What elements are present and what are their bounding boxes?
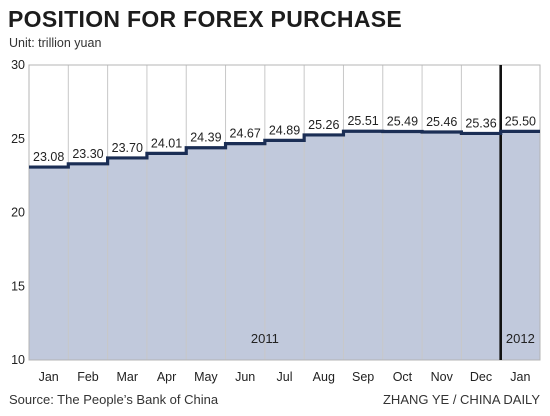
area-fill-layer <box>29 131 540 360</box>
year-label: 2012 <box>506 331 535 346</box>
series-step-line <box>29 129 540 169</box>
source-note: Source: The People’s Bank of China <box>9 392 219 407</box>
x-tick-label: Nov <box>431 370 454 384</box>
x-tick-label: Sep <box>352 370 374 384</box>
x-tick-label: Aug <box>313 370 335 384</box>
x-tick-label: Oct <box>393 370 413 384</box>
x-axis: Jan Feb Mar Apr May Jun Jul Aug Sep Oct Nov Dec Jan <box>39 370 531 384</box>
data-label: 23.70 <box>112 141 143 155</box>
x-tick-label: Jan <box>39 370 59 384</box>
credit-note: ZHANG YE / CHINA DAILY <box>382 392 540 407</box>
data-label: 24.01 <box>151 136 182 150</box>
year-label: 2011 <box>251 331 279 346</box>
y-tick-label: 10 <box>11 353 25 367</box>
chart-title: POSITION FOR FOREX PURCHASE <box>8 6 403 32</box>
x-tick-label: Dec <box>470 370 492 384</box>
data-label-layer: 23.08 23.30 23.70 24.01 24.39 24.67 24.89 25.26… <box>33 114 536 164</box>
data-label: 25.46 <box>426 115 457 129</box>
unit-label: Unit: trillion yuan <box>9 36 102 50</box>
x-tick-label: Jan <box>510 370 530 384</box>
x-tick-label: Mar <box>117 370 139 384</box>
y-axis: 10 15 20 25 30 <box>11 58 25 367</box>
y-tick-label: 30 <box>11 58 25 72</box>
x-tick-label: Jun <box>235 370 255 384</box>
y-tick-label: 25 <box>11 132 25 146</box>
data-label: 24.39 <box>190 131 221 145</box>
data-label: 23.08 <box>33 150 64 164</box>
y-tick-label: 20 <box>11 206 25 220</box>
data-label: 23.30 <box>72 147 103 161</box>
data-label: 25.36 <box>465 116 496 130</box>
data-label: 24.89 <box>269 123 300 137</box>
data-label: 24.67 <box>230 127 261 141</box>
data-label: 25.49 <box>387 115 418 129</box>
plot-frame <box>28 64 541 361</box>
x-tick-label: May <box>194 370 218 384</box>
data-label: 25.50 <box>505 114 536 128</box>
step-line-layer <box>29 129 540 169</box>
x-tick-label: Feb <box>77 370 99 384</box>
plot-frame-layer <box>28 64 541 361</box>
x-tick-label: Apr <box>157 370 176 384</box>
area-fill <box>29 131 540 360</box>
x-tick-label: Jul <box>277 370 293 384</box>
data-label: 25.26 <box>308 118 339 132</box>
y-tick-label: 15 <box>11 279 25 293</box>
year-label-layer: 2011 2012 <box>251 331 535 346</box>
data-label: 25.51 <box>347 114 378 128</box>
